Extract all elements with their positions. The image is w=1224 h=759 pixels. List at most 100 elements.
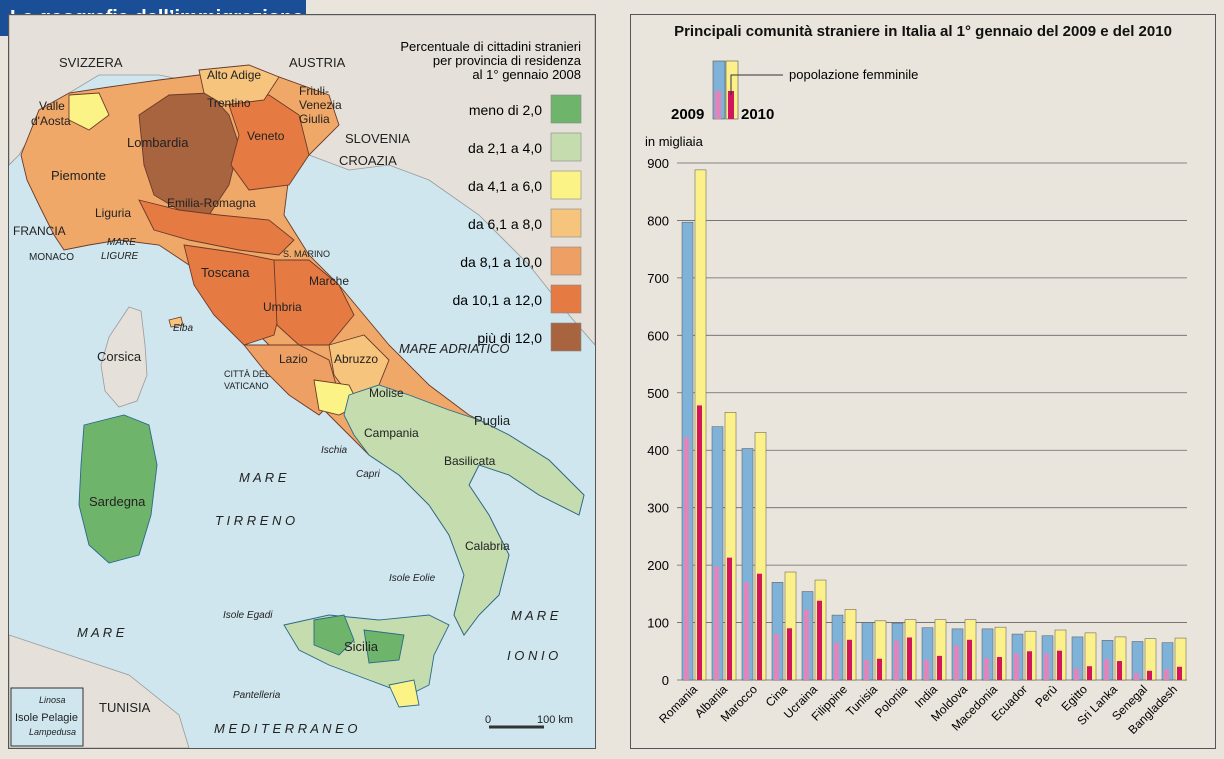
bar-female-2010: [937, 655, 942, 680]
label-mare-adriatico: MARE ADRIATICO: [399, 341, 510, 356]
label-isole-pelagie: Isole Pelagie: [15, 712, 78, 724]
label-veneto: Veneto: [247, 129, 285, 143]
label-corsica: Corsica: [97, 349, 142, 364]
bar-female-2010: [1147, 670, 1152, 680]
label-friuli-2: Venezia: [299, 98, 342, 112]
bar-female-2010: [757, 573, 762, 680]
region-sicilia: [283, 614, 450, 696]
bar-female-2010: [727, 557, 732, 680]
label-s-marino: S. MARINO: [283, 249, 330, 259]
bar-female-2010: [1057, 650, 1062, 680]
y-tick-label: 800: [647, 213, 669, 228]
label-svizzera: SVIZZERA: [59, 55, 123, 70]
bar-female-2009: [804, 609, 809, 680]
label-isole-egadi: Isole Egadi: [223, 610, 273, 621]
region-sicilia-yellow: [388, 679, 420, 708]
label-linosa: Linosa: [39, 695, 66, 705]
label-elba: Elba: [173, 323, 193, 334]
legend-swatch: [550, 132, 582, 162]
bar-female-2009: [1014, 653, 1019, 680]
legend-female-2009: [715, 91, 721, 119]
y-tick-label: 600: [647, 328, 669, 343]
label-calabria: Calabria: [465, 539, 510, 553]
label-francia: FRANCIA: [13, 224, 66, 238]
bar-female-2010: [907, 637, 912, 680]
bar-female-2009: [1074, 668, 1079, 680]
legend-title-line-1: Percentuale di cittadini stranieri: [400, 39, 581, 54]
legend-label: meno di 2,0: [469, 102, 542, 118]
map-legend: Percentuale di cittadini stranieri per p…: [400, 39, 582, 352]
bar-female-2010: [967, 639, 972, 680]
legend-female-label: popolazione femminile: [789, 67, 918, 82]
region-sardegna: [78, 414, 158, 564]
legend-leader-line: [730, 74, 783, 95]
legend-year-2009: 2009: [671, 106, 704, 123]
label-mare-ligure-1: MARE: [107, 237, 136, 248]
legend-label: da 10,1 a 12,0: [452, 292, 542, 308]
italy-map-svg: SVIZZERA AUSTRIA SLOVENIA CROAZIA FRANCI…: [9, 15, 595, 748]
label-vaticano-2: VATICANO: [224, 381, 269, 391]
immigration-map: SVIZZERA AUSTRIA SLOVENIA CROAZIA FRANCI…: [8, 14, 596, 749]
legend-label: da 4,1 a 6,0: [468, 178, 542, 194]
label-toscana: Toscana: [201, 265, 250, 280]
bar-female-2010: [1117, 661, 1122, 680]
region-umbria-marche: [273, 259, 355, 346]
region-veneto: [228, 94, 310, 191]
label-liguria: Liguria: [95, 206, 131, 220]
region-valle-aosta: [68, 92, 110, 131]
bar-female-2010: [1177, 666, 1182, 680]
legend-swatch: [550, 246, 582, 276]
label-scale-0: 0: [485, 714, 491, 726]
label-valle-aosta-1: Valle: [39, 99, 65, 113]
bar-female-2010: [697, 405, 702, 680]
y-tick-label: 0: [662, 673, 669, 688]
region-lombardia: [138, 92, 240, 216]
label-mare-med-2: M E D I T E R R A N E O: [214, 721, 358, 736]
y-tick-label: 700: [647, 271, 669, 286]
pelagie-inset: [10, 687, 84, 747]
label-sicilia: Sicilia: [344, 639, 379, 654]
label-lombardia: Lombardia: [127, 135, 189, 150]
region-south: [343, 384, 585, 636]
region-alto-adige: [198, 64, 280, 106]
legend-swatch: [550, 208, 582, 238]
label-emilia: Emilia-Romagna: [167, 196, 256, 210]
label-molise: Molise: [369, 386, 404, 400]
legend-title-line-3: al 1° gennaio 2008: [472, 67, 581, 82]
label-mare-med-1: M A R E: [77, 625, 125, 640]
region-sicilia-green: [313, 614, 405, 664]
legend-swatch: [550, 322, 582, 352]
bar-female-2009: [984, 658, 989, 680]
label-isole-eolie: Isole Eolie: [389, 573, 436, 584]
region-toscana: [183, 244, 285, 346]
y-tick-label: 100: [647, 616, 669, 631]
x-tick-label: Perù: [1032, 682, 1060, 710]
label-abruzzo: Abruzzo: [334, 352, 378, 366]
label-mare-ligure-2: LIGURE: [101, 251, 139, 262]
label-capri: Capri: [356, 469, 381, 480]
label-umbria: Umbria: [263, 300, 302, 314]
bar-female-2009: [744, 582, 749, 680]
x-tick-label: Polonia: [872, 682, 910, 720]
bar-female-2009: [834, 642, 839, 680]
bar-female-2009: [924, 659, 929, 680]
label-vaticano-1: CITTÀ DEL: [224, 369, 270, 379]
legend-label: da 8,1 a 10,0: [460, 254, 542, 270]
label-trentino: Trentino: [207, 96, 251, 110]
bar-female-2009: [954, 645, 959, 680]
label-campania: Campania: [364, 426, 419, 440]
label-austria: AUSTRIA: [289, 55, 346, 70]
label-lazio: Lazio: [279, 352, 308, 366]
label-valle-aosta-2: d'Aosta: [31, 114, 71, 128]
bar-female-2010: [787, 628, 792, 680]
bar-female-2009: [1134, 673, 1139, 680]
chart-panel: Principali comunità straniere in Italia …: [630, 14, 1216, 749]
chart-legend: popolazione femminile 2009 2010: [671, 60, 918, 123]
label-croazia: CROAZIA: [339, 153, 397, 168]
y-tick-label: 900: [647, 156, 669, 171]
x-tick-label: Romania: [656, 682, 700, 726]
label-mare-ionio-2: I O N I O: [507, 648, 558, 663]
bar-female-2010: [1087, 666, 1092, 680]
bar-female-2010: [877, 658, 882, 680]
bar-female-2009: [1164, 669, 1169, 680]
